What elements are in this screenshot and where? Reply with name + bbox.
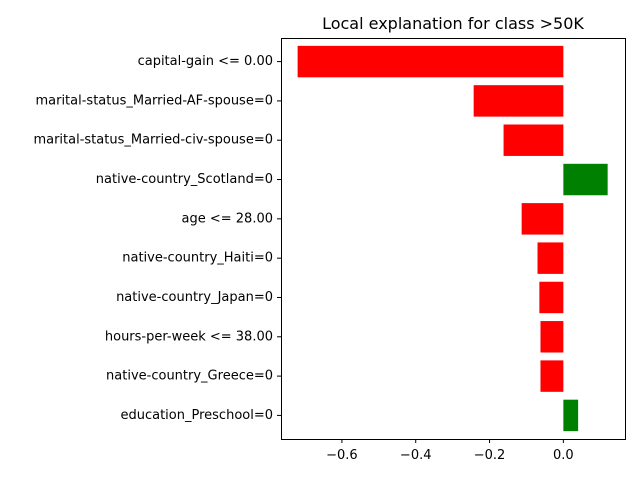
bar-9 [563, 399, 579, 432]
x-axis-ticks: −0.6 −0.4 −0.2 0.0 [326, 439, 574, 463]
bar-0 [297, 45, 564, 78]
y-tick-label: native-country_Scotland=0 [96, 172, 273, 187]
x-tick-label: −0.6 [326, 448, 358, 463]
bar-3 [563, 163, 608, 196]
y-tick-label: age <= 28.00 [182, 211, 273, 226]
bar-8 [540, 360, 564, 392]
y-tick-label: native-country_Japan=0 [116, 290, 273, 305]
x-tick-label: 0.0 [553, 448, 574, 463]
chart-title: Local explanation for class >50K [322, 14, 584, 33]
bar-4 [521, 203, 564, 235]
plot-frame [281, 38, 626, 440]
x-tick-label: −0.4 [400, 448, 432, 463]
y-tick-label: capital-gain <= 0.00 [138, 54, 273, 69]
y-tick-label: native-country_Greece=0 [106, 369, 273, 384]
x-tick-label: −0.2 [474, 448, 506, 463]
y-axis-ticks: capital-gain <= 0.00 marital-status_Marri… [33, 54, 281, 423]
bar-2 [503, 124, 564, 156]
y-tick-label: education_Preschool=0 [120, 408, 273, 423]
bar-6 [539, 281, 564, 314]
bar-5 [537, 242, 564, 274]
y-tick-label: hours-per-week <= 38.00 [105, 329, 273, 344]
bar-7 [540, 321, 564, 353]
bar-1 [473, 85, 564, 117]
y-tick-label: marital-status_Married-civ-spouse=0 [33, 133, 273, 148]
bars-group [297, 45, 608, 432]
y-tick-label: native-country_Haiti=0 [122, 251, 273, 266]
y-tick-label: marital-status_Married-AF-spouse=0 [35, 93, 273, 108]
